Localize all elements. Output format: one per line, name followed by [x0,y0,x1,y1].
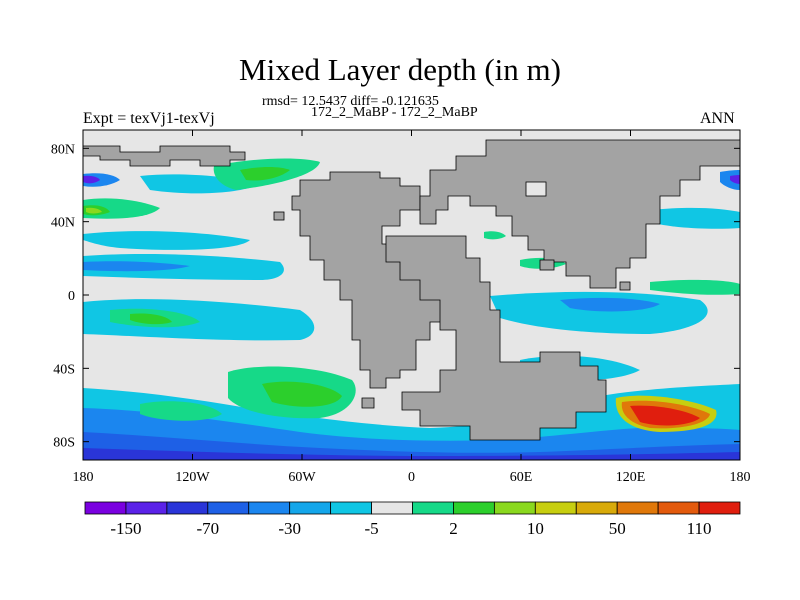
y-tick-label: 80N [51,142,75,157]
contour-gulf-stream-darkgreen [240,167,290,181]
contour-tropical-pacific-cyan [83,231,250,250]
colorbar-label: 10 [527,519,544,538]
colorbar-label: 50 [609,519,626,538]
season-label: ANN [700,110,735,127]
colorbar-swatch [698,501,741,515]
colorbar: -150 -70 -30 -5 2 10 50 110 [84,501,741,538]
colorbar-label: 110 [687,519,712,538]
x-tick-label: 0 [408,470,415,485]
contour-central-pacific-green [650,279,740,295]
contour-south-pacific-green [140,401,222,421]
colorbar-swatch [125,501,168,515]
colorbar-swatch [371,501,413,515]
colorbar-swatch [207,501,250,515]
land-africa [385,235,607,441]
colorbar-swatch [289,501,332,515]
contour-anomaly-red [630,405,700,426]
y-tick-label: 0 [68,289,75,304]
colorbar-swatch [412,501,454,515]
land-americas [291,171,467,389]
y-tick-label: 80S [53,436,75,451]
contour-north-pacific-purple [83,175,100,184]
colorbar-label: -5 [364,519,378,538]
y-axis: 80N 40N 0 40S 80S [51,142,740,451]
land-island-1 [525,181,547,197]
land-antarctic-peninsula [361,397,375,409]
x-tick-label: 180 [73,470,94,485]
x-axis: 180 120W 60W 0 60E 120E 180 [73,130,751,485]
land-island-3 [619,281,631,291]
contour-southern-band-blue [83,432,740,460]
colorbar-swatch [534,501,577,515]
colorbar-swatch [657,501,700,515]
colorbar-swatch [166,501,209,515]
land-eurasia [419,139,740,289]
colorbar-swatch [84,501,127,515]
chart-title: Mixed Layer depth (in m) [239,52,561,87]
x-tick-label: 120W [175,470,210,485]
contour-south-atlantic-darkgreen [262,381,342,407]
map-field [83,130,740,460]
colorbar-swatch [248,501,291,515]
colorbar-swatch [453,501,495,515]
colorbar-label: 2 [449,519,458,538]
colorbar-swatch [575,501,618,515]
contour-warm-pool-lightblue [560,297,660,312]
y-tick-label: 40N [51,216,75,231]
contour-arabian-green [484,231,506,240]
x-tick-label: 120E [616,470,646,485]
contour-northwest-pacific-purple [730,175,740,184]
colorbar-swatch [493,501,536,515]
contour-southern-band-darkblue [83,448,740,460]
land-greenland-canada [83,145,246,167]
x-tick-label: 180 [730,470,751,485]
x-tick-label: 60E [510,470,533,485]
colorbar-swatch [616,501,659,515]
contour-north-pacific-yellow [86,207,102,214]
case-text: 172_2_MaBP - 172_2_MaBP [311,105,478,120]
x-tick-label: 60W [288,470,316,485]
stats-text: rmsd= 12.5437 diff= -0.121635 [262,94,439,109]
contour-east-pacific-darkgreen [130,313,172,325]
contour-west-pacific-cyan [650,207,740,229]
colorbar-swatch [330,501,372,515]
colorbar-label: -30 [278,519,301,538]
y-tick-label: 40S [53,362,75,377]
experiment-label: Expt = texVj1-texVj [83,110,215,127]
colorbar-label: -150 [110,519,141,538]
land-island-4 [273,211,285,221]
contour-north-tropical-blue [83,261,190,272]
colorbar-label: -70 [196,519,219,538]
land-island-2 [539,259,555,271]
